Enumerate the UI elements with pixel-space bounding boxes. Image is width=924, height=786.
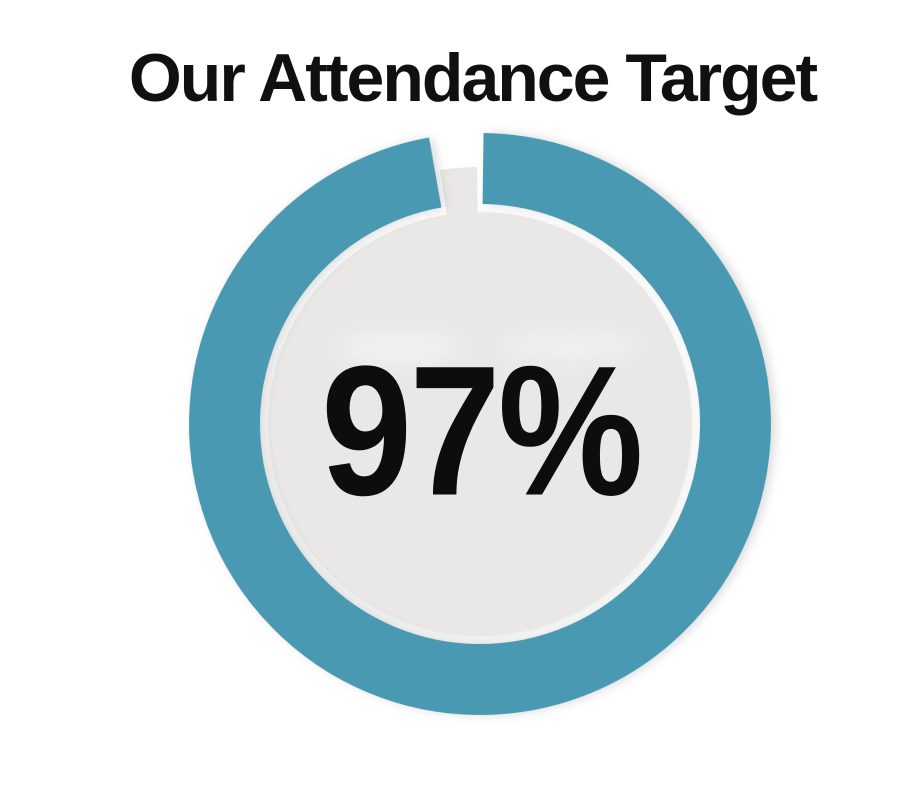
disc-highlight	[338, 332, 462, 364]
attendance-arc	[189, 133, 771, 715]
donut-inner-disc	[268, 212, 692, 636]
center-percentage-label: 97%	[321, 328, 643, 535]
donut-track-gap-wedge	[223, 167, 737, 681]
disc-highlight	[500, 331, 640, 361]
page-title: Our Attendance Target	[128, 40, 818, 116]
